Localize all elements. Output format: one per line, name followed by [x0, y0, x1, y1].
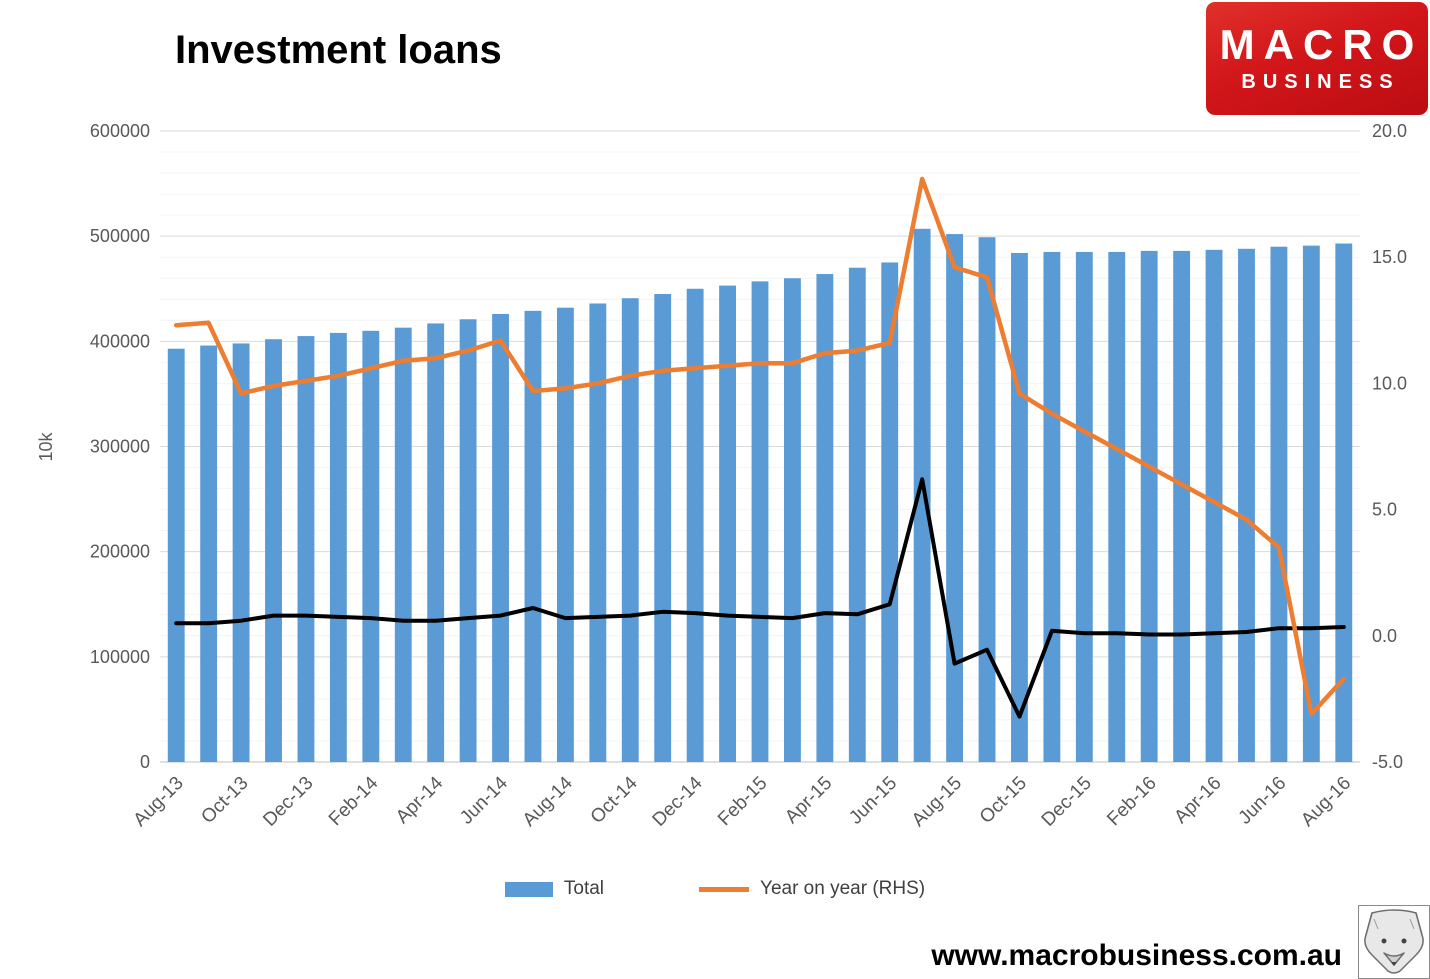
svg-text:400000: 400000 [90, 331, 150, 351]
page-title: Investment loans [175, 28, 502, 72]
x-axis-tick-labels: Aug-13 Oct-13 Dec-13 Feb-14 Apr-14 Jun-14 Aug-… [130, 772, 1356, 830]
svg-text:10.0: 10.0 [1372, 373, 1407, 393]
wolf-sketch-image [1358, 905, 1430, 979]
svg-text:Aug-16: Aug-16 [1297, 773, 1355, 831]
svg-text:100000: 100000 [90, 647, 150, 667]
black-line [174, 477, 1346, 719]
svg-text:Aug-15: Aug-15 [908, 773, 966, 831]
svg-text:0.0: 0.0 [1372, 626, 1397, 646]
svg-text:Feb-16: Feb-16 [1103, 773, 1160, 830]
svg-text:Jun-16: Jun-16 [1235, 773, 1291, 829]
svg-text:Jun-14: Jun-14 [456, 772, 512, 828]
svg-text:200000: 200000 [90, 542, 150, 562]
left-axis-tick-labels: 0 100000 200000 300000 400000 500000 600000 [90, 121, 150, 772]
svg-text:Apr-15: Apr-15 [781, 773, 836, 828]
right-axis-tick-labels: 20.0 15.0 10.0 5.0 0.0 -5.0 [1372, 121, 1407, 772]
svg-text:Aug-14: Aug-14 [519, 772, 577, 830]
legend-item-total: Total [504, 878, 605, 900]
website-url: www.macrobusiness.com.au [931, 939, 1342, 972]
svg-text:-5.0: -5.0 [1372, 752, 1403, 772]
svg-text:Oct-13: Oct-13 [197, 773, 252, 828]
svg-text:Oct-15: Oct-15 [976, 773, 1031, 828]
svg-text:5.0: 5.0 [1372, 500, 1397, 520]
yoy-series-swatch [699, 886, 750, 892]
investment-loans-chart: 0 100000 200000 300000 400000 500000 600000 20.… [36, 121, 1407, 831]
legend-label-yoy: Year on year (RHS) [760, 878, 926, 899]
svg-text:Aug-13: Aug-13 [130, 773, 188, 831]
svg-text:Oct-14: Oct-14 [587, 772, 642, 827]
svg-text:500000: 500000 [90, 226, 150, 246]
total-series-swatch [504, 881, 553, 897]
yoy-line [173, 176, 1347, 717]
svg-text:Apr-14: Apr-14 [392, 772, 447, 827]
svg-text:Dec-14: Dec-14 [649, 772, 707, 830]
logo-text-macro: MACRO [1219, 20, 1424, 68]
svg-text:Apr-16: Apr-16 [1170, 773, 1225, 828]
svg-text:Feb-15: Feb-15 [714, 773, 771, 830]
svg-text:0: 0 [140, 752, 150, 772]
svg-text:600000: 600000 [90, 121, 150, 141]
svg-text:Feb-14: Feb-14 [325, 772, 383, 830]
total-bars [167, 228, 1353, 763]
left-axis-title: 10k [36, 431, 56, 461]
svg-text:300000: 300000 [90, 437, 150, 457]
chart-legend: Total Year on year (RHS) [0, 878, 1430, 900]
legend-label-total: Total [563, 878, 605, 899]
logo-text-business: BUSINESS [1241, 71, 1400, 94]
legend-item-yoy: Year on year (RHS) [699, 878, 925, 900]
svg-text:Dec-13: Dec-13 [259, 773, 317, 831]
svg-text:Dec-15: Dec-15 [1038, 773, 1096, 831]
svg-text:20.0: 20.0 [1372, 121, 1407, 141]
svg-text:15.0: 15.0 [1372, 247, 1407, 267]
svg-text:Jun-15: Jun-15 [845, 773, 901, 829]
macrobusiness-logo: MACRO BUSINESS [1206, 2, 1428, 115]
